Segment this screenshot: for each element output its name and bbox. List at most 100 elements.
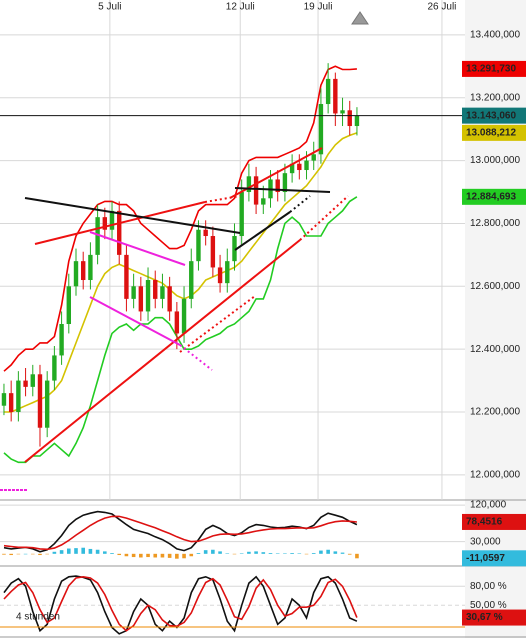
y-tick-label: 13.400,000 <box>470 30 520 41</box>
histogram-bar <box>268 553 273 554</box>
candle-body <box>311 154 316 161</box>
histogram-bar <box>9 553 13 556</box>
trend-line <box>299 195 349 241</box>
histogram-bar <box>153 553 158 558</box>
histogram-bar <box>283 553 287 554</box>
y-tick-label: 12.200,000 <box>470 407 520 418</box>
candle-body <box>253 176 259 205</box>
indicator-line <box>3 65 357 372</box>
histogram-bar <box>355 553 359 559</box>
trend-line <box>204 195 241 203</box>
histogram-bar <box>290 553 294 554</box>
histogram-bar <box>45 553 49 555</box>
price-badge-label: 13.143,060 <box>466 110 516 121</box>
trend-line <box>24 197 241 234</box>
x-tick-label: 5 Juli <box>98 2 121 13</box>
y-tick-label: 12.400,000 <box>470 344 520 355</box>
price-badge <box>462 124 526 141</box>
trend-line <box>234 211 291 251</box>
histogram-bar <box>52 551 57 554</box>
trend-line <box>24 239 301 463</box>
trend-line <box>234 187 331 193</box>
price-badge <box>462 609 526 626</box>
price-badge <box>462 550 526 567</box>
histogram-bar <box>88 548 93 554</box>
candle-body <box>73 261 79 287</box>
indicator-line <box>3 575 358 632</box>
y-tick-label: 12.800,000 <box>470 218 520 229</box>
candle-body <box>153 280 158 299</box>
candle-body <box>138 286 144 312</box>
histogram-bar <box>319 550 323 554</box>
histogram-bar <box>81 547 86 554</box>
y-tick-label: 13.200,000 <box>470 92 520 103</box>
price-badge <box>462 188 526 205</box>
candle-body <box>225 261 230 284</box>
candle-body <box>196 229 201 262</box>
histogram-bar <box>211 549 215 554</box>
histogram-bar <box>131 553 136 558</box>
histogram-bar <box>167 553 172 558</box>
histogram-bar <box>311 553 316 554</box>
histogram-bar <box>110 553 114 554</box>
price-badge-label: 30,67 % <box>466 612 503 623</box>
histogram-bar <box>239 553 244 554</box>
histogram-bar <box>254 551 258 554</box>
candle-body <box>340 110 345 114</box>
candle-body <box>109 210 115 230</box>
trend-line <box>289 195 311 213</box>
histogram-bar <box>182 553 186 559</box>
axis-area <box>465 0 526 638</box>
candle-body <box>282 173 288 193</box>
histogram-bar <box>2 553 6 555</box>
candle-body <box>181 298 187 334</box>
indicator-line <box>3 575 358 635</box>
scroll-icon[interactable] <box>351 11 369 25</box>
candle-body <box>30 374 35 387</box>
indicator-line <box>3 515 357 551</box>
candle-body <box>95 217 100 255</box>
histogram-bar <box>59 550 64 554</box>
candle-body <box>210 236 216 268</box>
histogram-bar <box>95 549 100 554</box>
price-badge-label: 78,4516 <box>466 517 503 528</box>
y-tick-label: 13.000,000 <box>470 155 520 166</box>
candle-body <box>354 115 360 127</box>
histogram-bar <box>139 553 143 558</box>
histogram-bar <box>225 553 230 554</box>
drawings <box>0 11 465 628</box>
price-badge-label: 13.291,730 <box>466 64 516 75</box>
candle-body <box>1 393 7 406</box>
histogram-bar <box>297 553 302 554</box>
x-tick-label: 19 Juli <box>304 2 333 13</box>
indicator-line <box>4 132 358 413</box>
histogram-bar <box>189 553 194 557</box>
histogram-bar <box>74 548 78 554</box>
candle-body <box>318 104 324 155</box>
histogram-bar <box>203 550 208 554</box>
candle-body <box>167 286 172 312</box>
histogram-bar <box>103 551 107 554</box>
candle-body <box>160 286 165 299</box>
y-tick-label: 12.600,000 <box>470 281 520 292</box>
histogram-bar <box>175 553 179 559</box>
histogram-bar <box>347 553 352 555</box>
price-badge <box>462 107 526 124</box>
candle-body <box>66 286 71 325</box>
candle-body <box>37 374 43 428</box>
candle-body <box>174 311 180 334</box>
candle-body <box>325 78 331 105</box>
y-tick-label: 120,000 <box>470 500 507 511</box>
y-tick-label: 50,00 % <box>470 600 507 611</box>
histogram-bar <box>38 553 42 556</box>
candle-body <box>88 254 93 281</box>
candle-body <box>59 324 64 356</box>
x-tick-label: 12 Juli <box>226 2 255 13</box>
histogram-bar <box>117 553 122 556</box>
histogram-bar <box>333 551 338 554</box>
histogram-bar <box>196 553 201 554</box>
candle-body <box>189 261 194 299</box>
price-badge-label: -11,0597 <box>466 553 505 564</box>
candle-body <box>23 380 28 387</box>
candle-body <box>239 192 244 237</box>
